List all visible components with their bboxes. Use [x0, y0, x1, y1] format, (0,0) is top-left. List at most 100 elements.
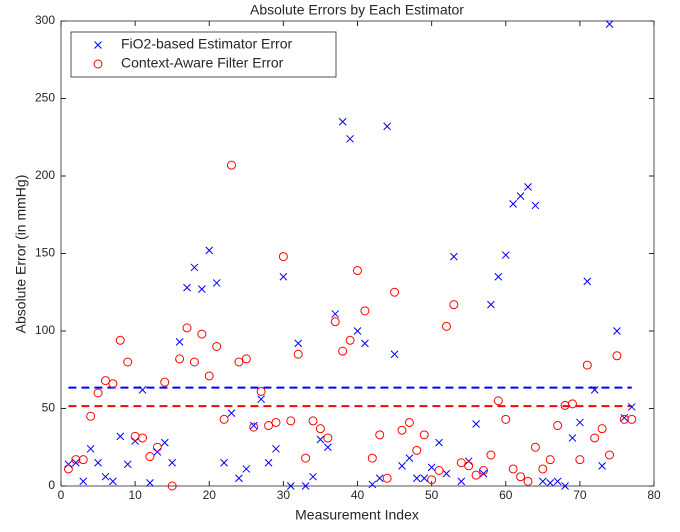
cross-marker [613, 327, 621, 335]
cross-marker [442, 469, 451, 478]
cross-marker [627, 403, 636, 411]
circle-marker [456, 458, 466, 468]
circle-marker [582, 360, 592, 370]
cross-marker [553, 477, 562, 486]
cross-marker [412, 474, 421, 483]
y-tick-label: 200 [35, 168, 55, 182]
cross-marker [153, 448, 162, 456]
circle-marker [553, 421, 563, 431]
circle-marker [286, 416, 296, 426]
cross-marker [235, 474, 243, 483]
circle-marker [523, 476, 533, 486]
y-tick-label: 300 [35, 13, 55, 27]
cross-stroke [442, 469, 451, 478]
circle-marker [471, 470, 481, 480]
cross-marker [212, 279, 221, 287]
circle-marker [323, 433, 333, 443]
cross-stroke [309, 472, 317, 481]
circle-marker [241, 354, 251, 364]
circle-marker [100, 376, 110, 386]
cross-stroke [79, 477, 88, 486]
circle-marker [204, 371, 214, 381]
cross-marker [598, 461, 606, 470]
circle-marker [93, 388, 103, 398]
circle-marker [123, 357, 133, 367]
cross-marker [435, 438, 443, 447]
cross-marker [109, 477, 117, 486]
cross-stroke [524, 182, 532, 191]
cross-stroke [620, 413, 629, 422]
cross-stroke [323, 443, 332, 452]
cross-marker [131, 437, 139, 445]
cross-marker [242, 465, 251, 473]
cross-stroke [627, 403, 636, 411]
cross-marker [420, 474, 429, 483]
circle-marker [301, 453, 311, 463]
circle-marker [182, 323, 192, 333]
circle-marker [545, 455, 555, 465]
circle-marker [152, 442, 162, 452]
cross-marker [546, 479, 555, 487]
cross-stroke [583, 277, 592, 286]
cross-marker [94, 41, 102, 49]
circle-marker [530, 442, 540, 452]
cross-marker [583, 277, 592, 286]
cross-marker [64, 460, 73, 469]
cross-marker [516, 192, 525, 201]
circle-marker [516, 472, 526, 482]
cross-marker [375, 474, 384, 483]
cross-stroke [146, 479, 154, 487]
cross-stroke [294, 339, 303, 348]
circle-marker [256, 386, 266, 396]
cross-stroke [613, 327, 621, 335]
circle-marker [434, 466, 444, 475]
cross-marker [620, 413, 629, 422]
cross-stroke [405, 454, 414, 462]
circle-marker [160, 377, 170, 387]
cross-stroke [427, 463, 436, 472]
cross-stroke [257, 395, 265, 404]
cross-stroke [94, 41, 102, 49]
circle-marker [538, 464, 548, 474]
cross-stroke [153, 448, 162, 456]
circle-marker [315, 424, 325, 434]
cross-stroke [264, 458, 273, 467]
x-tick-label: 50 [425, 488, 439, 502]
cross-marker [123, 460, 132, 469]
circle-marker [367, 453, 377, 463]
cross-stroke [338, 117, 347, 126]
cross-stroke [212, 279, 221, 287]
circle-marker [575, 455, 585, 465]
cross-marker [272, 444, 280, 453]
chart-title: Absolute Errors by Each Estimator [250, 2, 464, 18]
cross-marker [561, 482, 569, 490]
cross-marker [190, 263, 199, 272]
cross-marker [323, 443, 332, 452]
cross-stroke [272, 444, 280, 453]
legend-box [70, 31, 337, 78]
cross-stroke [301, 482, 310, 490]
cross-stroke [420, 474, 429, 483]
cross-stroke [383, 122, 392, 131]
circle-marker [71, 455, 81, 465]
cross-stroke [175, 337, 184, 346]
circle-marker [108, 379, 118, 389]
cross-marker [509, 200, 518, 208]
cross-marker [450, 252, 458, 261]
cross-stroke [479, 469, 488, 478]
cross-marker [568, 434, 577, 442]
circle-marker [278, 252, 288, 262]
cross-marker [301, 482, 310, 490]
cross-stroke [435, 438, 443, 447]
cross-stroke [398, 461, 406, 470]
x-tick-label: 20 [203, 488, 217, 502]
circle-marker [479, 466, 489, 475]
circle-marker [382, 473, 392, 483]
cross-stroke [286, 482, 295, 490]
circle-marker [627, 414, 637, 424]
circle-marker [501, 414, 511, 424]
cross-marker [286, 482, 295, 490]
circle-marker [338, 346, 348, 356]
